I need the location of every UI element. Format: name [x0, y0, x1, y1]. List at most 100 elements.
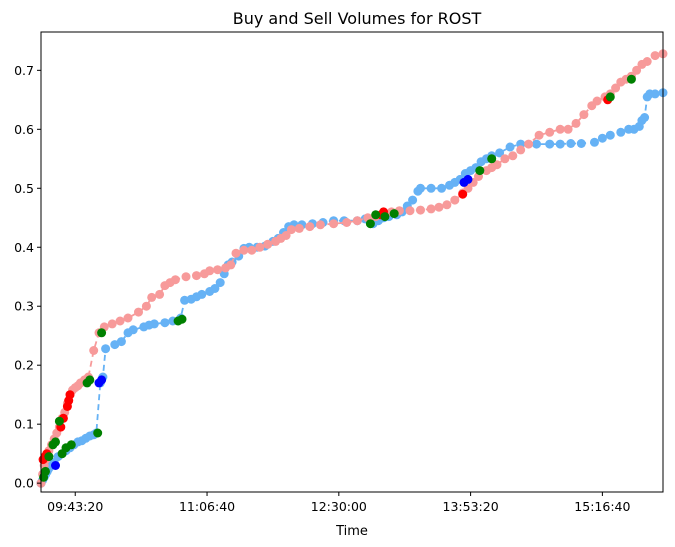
plot-area — [36, 49, 668, 488]
data-point — [329, 219, 339, 229]
data-point — [495, 148, 505, 158]
data-point — [294, 223, 304, 233]
highlight-point — [97, 375, 107, 385]
data-point — [181, 272, 191, 282]
highlight-point — [487, 154, 497, 164]
data-point — [642, 57, 652, 66]
highlight-point — [463, 174, 473, 184]
data-point — [437, 183, 447, 193]
data-point — [611, 83, 621, 93]
data-point — [592, 96, 602, 106]
data-point — [576, 139, 586, 148]
data-point — [605, 130, 615, 140]
series-layer — [36, 49, 668, 488]
data-point — [416, 205, 425, 215]
data-point — [231, 248, 241, 258]
data-point — [516, 145, 526, 155]
data-point — [141, 301, 151, 311]
data-point — [534, 130, 544, 140]
highlight-point — [51, 461, 60, 470]
highlight-point — [380, 212, 390, 222]
data-point — [115, 316, 125, 326]
data-point — [650, 51, 660, 61]
data-point — [205, 266, 215, 276]
data-point — [170, 275, 180, 285]
data-point — [197, 289, 207, 299]
data-point — [215, 278, 225, 288]
data-point — [210, 284, 220, 293]
data-point — [492, 160, 502, 170]
y-tick-label: 0.4 — [14, 240, 34, 255]
series-1 — [36, 49, 668, 488]
data-point — [281, 231, 291, 240]
data-point — [508, 151, 518, 161]
data-point — [650, 89, 660, 99]
data-point — [545, 139, 555, 149]
data-point — [434, 202, 444, 212]
data-point — [286, 225, 296, 235]
data-point — [116, 337, 126, 347]
data-point — [89, 346, 99, 355]
data-point — [134, 307, 143, 317]
highlight-point — [626, 74, 636, 84]
x-tick-label: 12:30:00 — [311, 499, 367, 514]
y-axis: 0.0 0.1 0.2 0.3 0.4 0.5 0.6 0.7 — [14, 63, 41, 491]
highlight-point — [475, 166, 485, 176]
data-point — [239, 245, 249, 255]
data-point — [416, 183, 425, 193]
data-point — [442, 200, 452, 210]
data-point — [597, 133, 607, 143]
data-point — [226, 260, 236, 270]
data-point — [632, 65, 642, 75]
data-point — [101, 344, 111, 354]
highlight-group-2 — [39, 74, 636, 482]
data-point — [426, 204, 436, 214]
data-point — [426, 183, 436, 193]
data-point — [247, 245, 257, 255]
x-tick-label: 09:43:20 — [47, 499, 103, 514]
highlight-point — [66, 440, 76, 450]
data-point — [590, 137, 599, 147]
highlight-point — [93, 428, 103, 438]
data-point — [563, 124, 573, 134]
highlight-layer — [38, 74, 636, 482]
data-point — [450, 195, 460, 205]
x-tick-label: 15:16:40 — [574, 499, 630, 514]
highlight-group-1 — [51, 174, 473, 470]
highlight-point — [51, 437, 60, 447]
data-point — [192, 271, 201, 281]
data-point — [505, 142, 515, 152]
x-axis-label: Time — [335, 524, 368, 539]
chart-title: Buy and Sell Volumes for ROST — [233, 9, 482, 28]
x-tick-label: 11:06:40 — [179, 499, 235, 514]
data-point — [305, 222, 315, 232]
data-point — [107, 319, 117, 329]
data-point — [616, 127, 626, 137]
data-point — [149, 319, 159, 329]
y-tick-label: 0.5 — [14, 181, 34, 196]
series-line-1 — [40, 52, 664, 484]
data-point — [555, 139, 565, 149]
x-tick-label: 13:53:20 — [443, 499, 499, 514]
y-tick-label: 0.7 — [14, 63, 34, 78]
highlight-point — [65, 390, 75, 400]
data-point — [405, 206, 415, 216]
data-point — [128, 325, 138, 335]
x-axis: 09:43:20 11:06:40 12:30:00 13:53:20 15:16:40 — [47, 492, 630, 514]
y-tick-label: 0.0 — [14, 476, 34, 491]
highlight-group-0 — [38, 95, 613, 465]
data-point — [155, 289, 165, 299]
series-line-0 — [40, 91, 664, 484]
highlight-point — [97, 328, 107, 338]
data-point — [555, 124, 565, 134]
data-point — [545, 127, 555, 137]
highlight-point — [41, 466, 50, 476]
y-tick-label: 0.2 — [14, 358, 34, 373]
highlight-point — [371, 210, 381, 220]
data-point — [566, 139, 576, 148]
highlight-point — [85, 375, 95, 385]
y-tick-label: 0.3 — [14, 299, 34, 314]
highlight-point — [54, 416, 64, 426]
highlight-point — [389, 209, 399, 219]
